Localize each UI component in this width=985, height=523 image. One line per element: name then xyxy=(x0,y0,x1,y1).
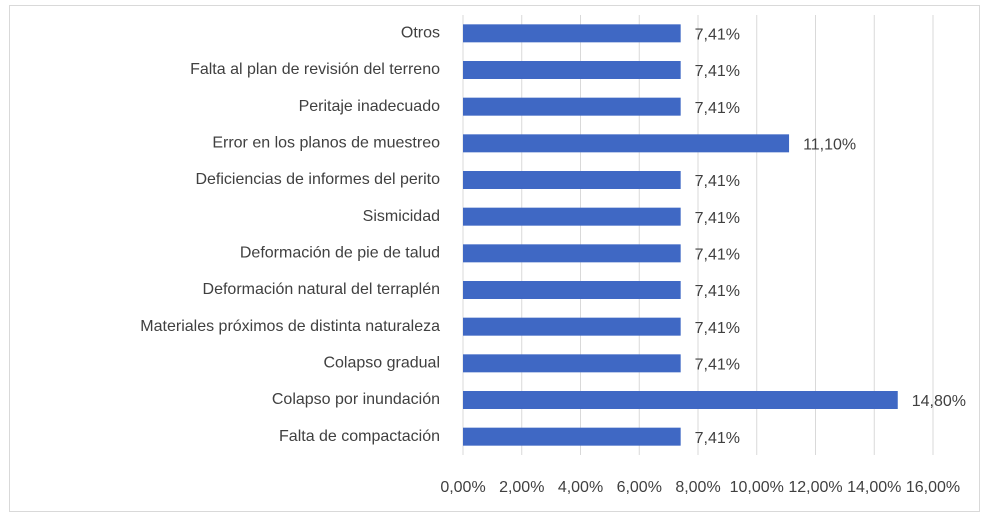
x-tick-label: 8,00% xyxy=(675,479,720,496)
x-tick-label: 12,00% xyxy=(788,479,842,496)
bar xyxy=(463,391,898,409)
bar xyxy=(463,24,681,43)
y-tick-label: Sismicidad xyxy=(363,208,440,225)
value-label: 7,41% xyxy=(695,63,740,80)
y-tick-label: Deficiencias de informes del perito xyxy=(195,171,440,188)
x-tick-label: 0,00% xyxy=(440,479,485,496)
y-tick-label: Falta de compactación xyxy=(279,428,440,445)
value-label: 7,41% xyxy=(695,27,740,44)
x-tick-label: 14,00% xyxy=(847,479,901,496)
y-tick-label: Peritaje inadecuado xyxy=(299,98,441,115)
x-tick-label: 16,00% xyxy=(906,479,960,496)
value-label: 14,80% xyxy=(912,393,966,410)
y-tick-label: Otros xyxy=(401,25,440,42)
bar xyxy=(463,281,681,299)
y-tick-label: Deformación de pie de talud xyxy=(240,245,440,262)
x-tick-label: 10,00% xyxy=(730,479,784,496)
y-tick-label: Colapso por inundación xyxy=(272,391,440,408)
bar xyxy=(463,244,681,263)
x-tick-label: 4,00% xyxy=(558,479,603,496)
value-label: 7,41% xyxy=(695,210,740,227)
value-label: 7,41% xyxy=(695,357,740,374)
y-tick-label: Error en los planos de muestreo xyxy=(212,135,440,152)
value-label: 7,41% xyxy=(695,173,740,190)
bar xyxy=(463,171,681,189)
y-tick-label: Falta al plan de revisión del terreno xyxy=(190,61,440,78)
bar xyxy=(463,97,681,116)
x-tick-label: 6,00% xyxy=(617,479,662,496)
bar xyxy=(463,134,790,153)
bar xyxy=(463,317,681,336)
value-label: 7,41% xyxy=(695,283,740,300)
value-label: 7,41% xyxy=(695,247,740,264)
x-tick-label: 2,00% xyxy=(499,479,544,496)
bar xyxy=(463,61,681,79)
value-label: 7,41% xyxy=(695,320,740,337)
bar xyxy=(463,354,681,373)
y-tick-label: Materiales próximos de distinta naturale… xyxy=(140,318,440,335)
value-label: 7,41% xyxy=(695,430,740,447)
value-label: 7,41% xyxy=(695,100,740,117)
bar xyxy=(463,427,681,446)
value-label: 11,10% xyxy=(803,137,856,154)
y-tick-label: Deformación natural del terraplén xyxy=(203,281,440,298)
y-tick-label: Colapso gradual xyxy=(323,355,440,372)
bar xyxy=(463,207,681,226)
